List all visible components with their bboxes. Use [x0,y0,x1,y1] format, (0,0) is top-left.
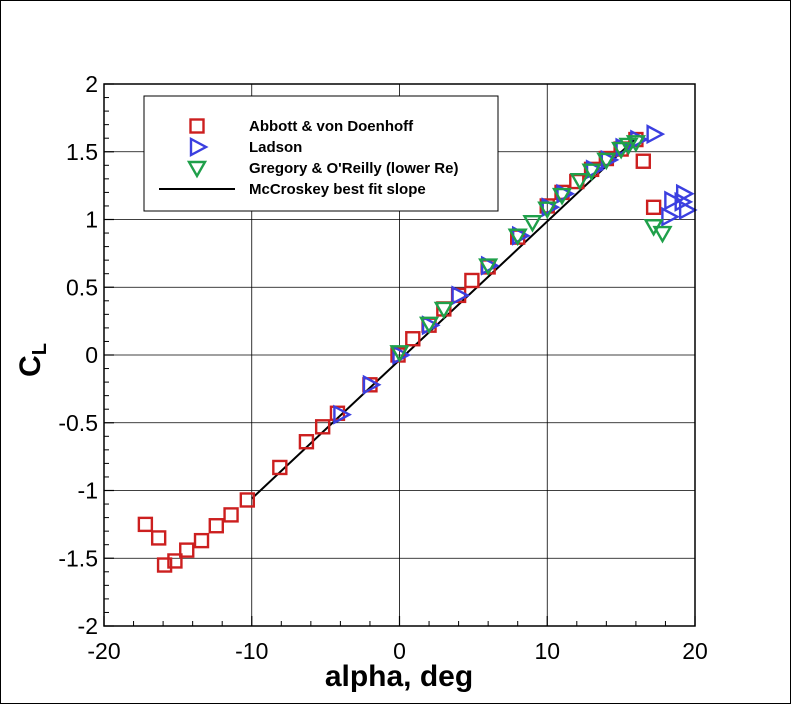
gregory-point [569,173,590,191]
ladson-point [664,190,683,211]
gregory-point [596,152,617,171]
legend-label: Gregory & O'Reilly (lower Re) [249,160,458,177]
y-axis-title-sub: L [29,343,51,355]
abbott-point [208,518,224,534]
gregory-point [537,201,558,220]
legend-label: Abbott & von Doenhoff [249,118,414,135]
y-tick-label: 0 [85,342,98,368]
legend-label: Ladson [249,139,302,156]
ladson-point [451,285,471,306]
abbott-point [150,530,167,546]
abbott-point [635,153,651,169]
gregory-point [611,141,632,160]
legend-entry-ladson: Ladson [189,137,302,157]
abbott-point [239,492,256,508]
abbott-point [193,532,210,549]
data-markers [137,124,698,573]
gregory-point [581,163,602,182]
y-tick-label: -0.5 [58,410,98,436]
x-tick-label: -20 [87,638,120,664]
gregory-point [551,187,573,206]
y-tick-label: 1 [85,207,98,233]
gregory-point [478,258,499,276]
abbott-point [167,553,183,569]
abbott-point [137,516,154,533]
abbott-point [314,419,331,435]
legend: Abbott & von Doenhoff Ladson Gregory & O'R… [143,95,499,212]
gregory-point [418,316,440,335]
abbott-point [405,331,421,347]
legend-entry-gregory: Gregory & O'Reilly (lower Re) [186,160,458,179]
gregory-point [625,135,646,153]
y-tick-label: 2 [85,71,98,97]
legend-label: McCroskey best fit slope [249,181,426,198]
ladson-point [646,124,666,145]
ladson-point [678,200,698,221]
legend-marker-swatch [189,118,205,134]
abbott-point [645,199,662,216]
y-axis-title: CL [14,343,51,377]
gregory-point [433,301,454,320]
legend-entry-abbott: Abbott & von Doenhoff [189,118,414,135]
x-tick-label: -10 [235,638,268,664]
axis-ticks [103,83,696,627]
abbott-point [179,542,195,558]
y-tick-label: -1 [78,478,98,504]
y-tick-label: -1.5 [58,545,98,571]
gregory-point [507,228,528,247]
y-tick-label: 0.5 [66,274,98,300]
x-tick-label: 0 [393,638,406,664]
ladson-point [661,206,680,227]
gregory-point [652,225,673,244]
abbott-point [223,507,239,523]
gregory-point [522,215,543,233]
ladson-point [333,404,352,425]
x-tick-label: 20 [682,638,708,664]
y-tick-label: -2 [78,613,98,639]
x-tick-label: 10 [534,638,560,664]
gregory-point [389,345,410,363]
x-axis-title: alpha, deg [325,660,473,693]
abbott-point [156,557,173,573]
legend-box [143,95,499,212]
y-tick-label: 1.5 [66,139,98,165]
y-axis-title-main: C [14,355,47,377]
legend-marker-swatch [189,137,209,157]
abbott-point [298,434,315,450]
svg-text:CL: CL [14,343,51,377]
ladson-point [674,191,694,212]
abbott-point [464,272,480,289]
abbott-point [272,459,288,476]
legend-entry-mccroskey: McCroskey best fit slope [159,181,426,198]
legend-marker-swatch [186,160,208,179]
ladson-point [362,374,382,395]
tick-labels: -20 -10 0 10 20 -2 -1.5 -1 -0.5 0 0.5 1 1.5 2 [58,71,707,664]
